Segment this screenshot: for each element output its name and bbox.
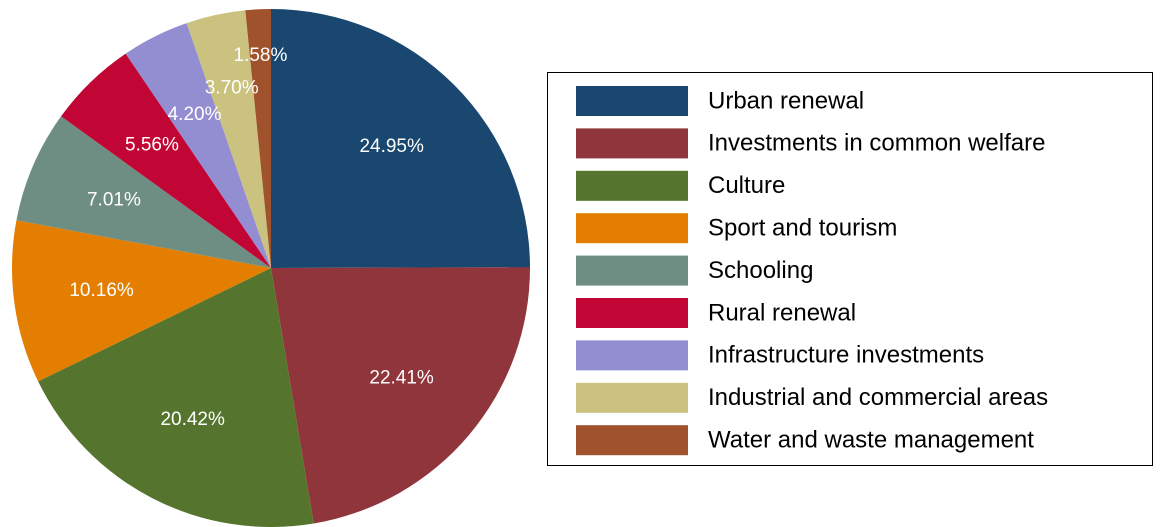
value-label: 1.58% xyxy=(234,45,288,66)
legend-swatch xyxy=(576,425,688,456)
legend-label: Urban renewal xyxy=(708,87,864,114)
pie-slice xyxy=(271,267,530,524)
value-label: 7.01% xyxy=(87,190,141,211)
legend-label: Rural renewal xyxy=(708,299,856,326)
legend-label: Schooling xyxy=(708,257,813,284)
value-label: 3.70% xyxy=(205,77,259,98)
legend-swatch xyxy=(576,255,688,286)
legend-swatch xyxy=(576,382,688,413)
legend-label: Investments in common welfare xyxy=(708,130,1045,157)
pie-slice xyxy=(186,10,271,268)
pie-slice xyxy=(61,53,271,268)
pie-slice xyxy=(271,9,530,268)
value-label: 20.42% xyxy=(160,409,225,430)
legend-label: Water and waste management xyxy=(708,427,1034,454)
pie-slice xyxy=(38,268,314,527)
legend-swatch xyxy=(576,128,688,159)
pie-slice xyxy=(125,23,271,269)
legend-swatch xyxy=(576,213,688,244)
legend-label: Industrial and commercial areas xyxy=(708,384,1048,411)
legend-swatch xyxy=(576,170,688,201)
pie-slice xyxy=(16,116,271,268)
legend-label: Culture xyxy=(708,172,785,199)
value-label: 10.16% xyxy=(69,280,134,301)
value-label: 24.95% xyxy=(359,136,424,157)
legend-swatch xyxy=(576,86,688,116)
value-label: 4.20% xyxy=(168,104,222,125)
value-label: 5.56% xyxy=(125,134,179,155)
pie-slice xyxy=(11,220,271,382)
value-label: 22.41% xyxy=(369,367,434,388)
pie-slice xyxy=(245,9,271,268)
legend-label: Infrastructure investments xyxy=(708,342,984,369)
legend-swatch xyxy=(576,298,688,328)
legend-label: Sport and tourism xyxy=(708,215,897,242)
legend-swatch xyxy=(576,340,688,371)
